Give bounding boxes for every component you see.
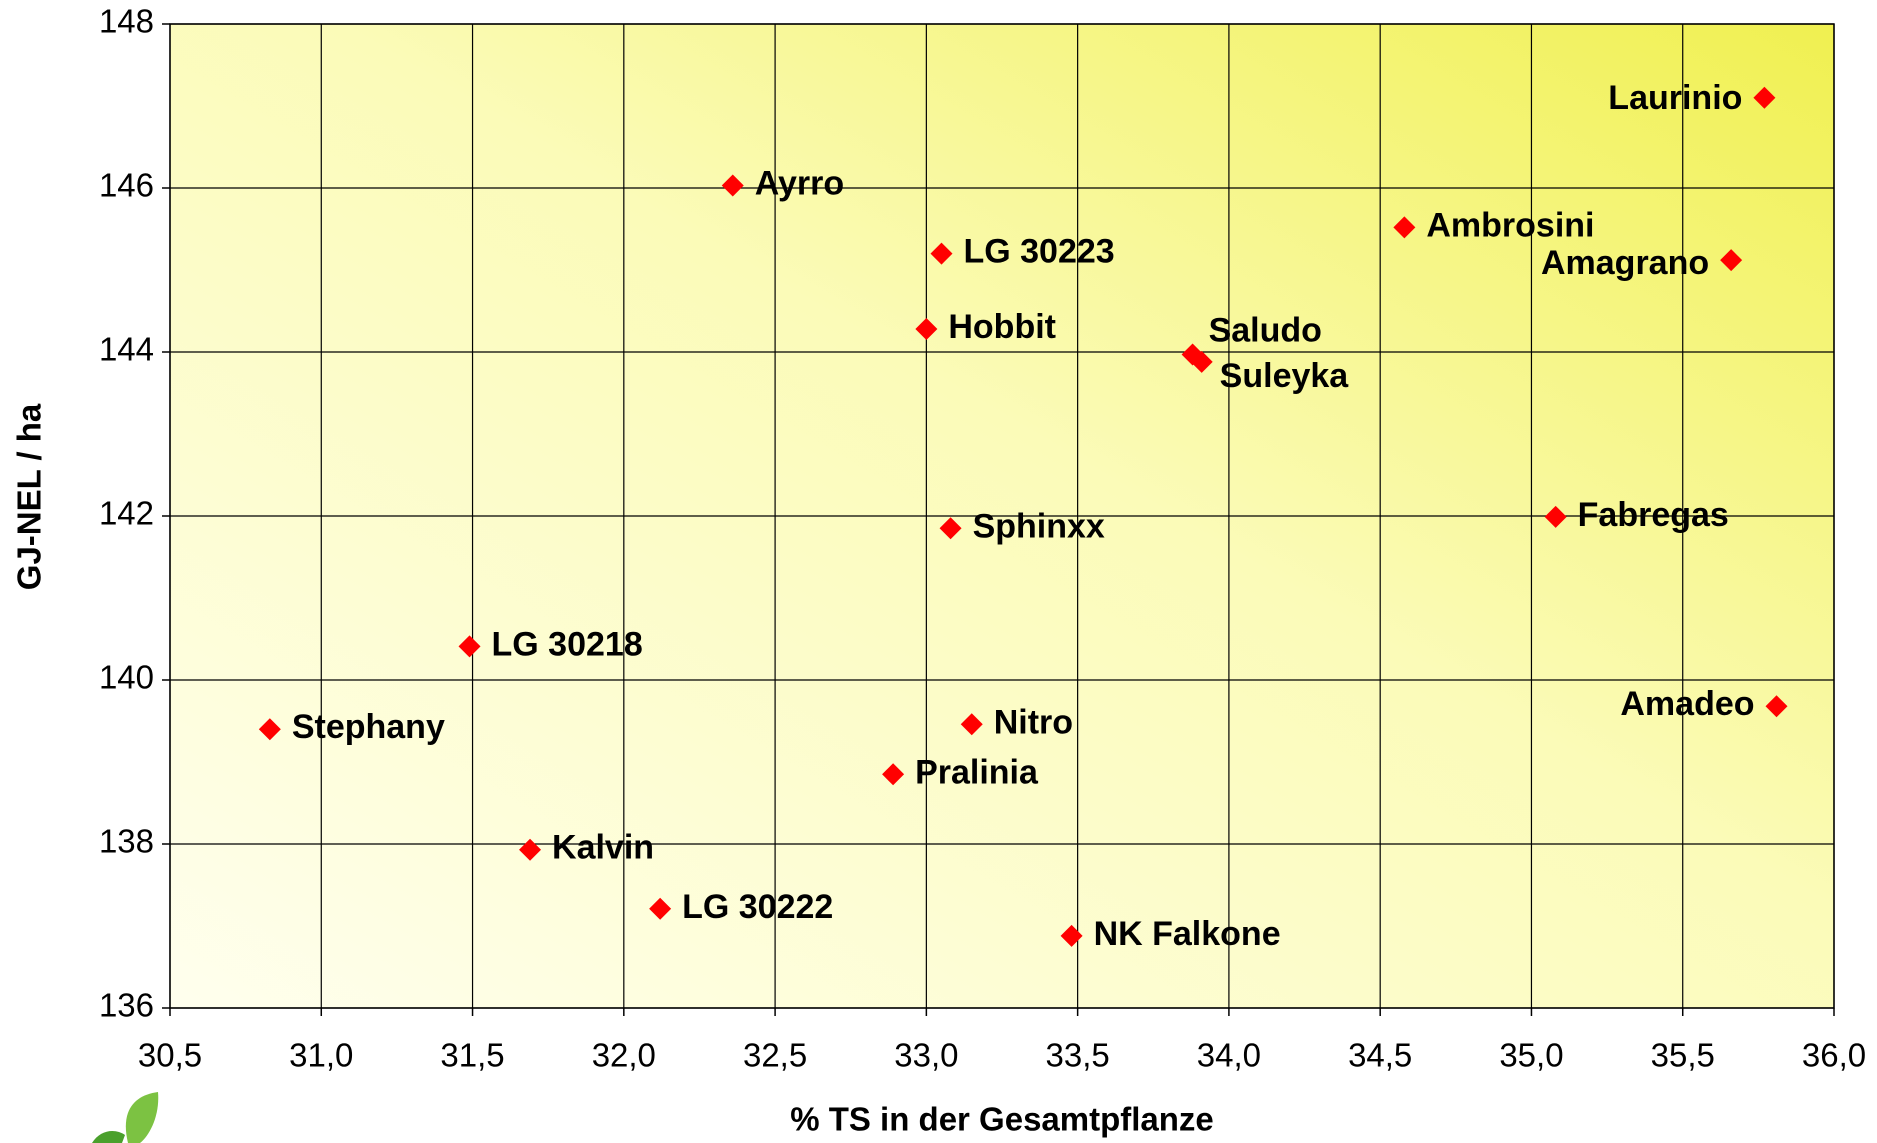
point xyxy=(649,897,672,920)
x-tick-label: 36,0 xyxy=(1802,1037,1866,1074)
x-axis-title: % TS in der Gesamtpflanze xyxy=(790,1101,1214,1138)
point xyxy=(258,718,281,741)
point-label: Laurinio xyxy=(1608,79,1742,117)
x-tick-label: 30,5 xyxy=(138,1037,202,1074)
point-label: Sphinxx xyxy=(973,507,1105,545)
point xyxy=(1765,695,1788,718)
x-tick-label: 33,5 xyxy=(1046,1037,1110,1074)
y-tick-label: 142 xyxy=(99,495,154,532)
x-tick-label: 35,0 xyxy=(1499,1037,1563,1074)
x-tick-label: 35,5 xyxy=(1651,1037,1715,1074)
point-label: LG 30223 xyxy=(963,233,1114,271)
x-tick-label: 34,0 xyxy=(1197,1037,1261,1074)
x-tick-label: 31,0 xyxy=(289,1037,353,1074)
x-tick-label: 32,0 xyxy=(592,1037,656,1074)
point-label: NK Falkone xyxy=(1094,915,1281,953)
point xyxy=(1393,216,1416,239)
point xyxy=(1720,249,1743,272)
point-label: Amagrano xyxy=(1541,244,1709,282)
point xyxy=(1753,86,1776,109)
y-tick-label: 140 xyxy=(99,659,154,696)
point-label: Stephany xyxy=(292,708,445,746)
y-tick-label: 146 xyxy=(99,167,154,204)
point-label: Saludo xyxy=(1209,311,1322,349)
y-axis-title: GJ-NEL / ha xyxy=(11,403,48,590)
point xyxy=(930,242,953,265)
x-tick-label: 31,5 xyxy=(440,1037,504,1074)
point xyxy=(1190,350,1213,373)
point-label: Pralinia xyxy=(915,753,1039,791)
point-label: Suleyka xyxy=(1220,357,1350,395)
point-label: Kalvin xyxy=(552,829,654,867)
point xyxy=(939,517,962,540)
x-tick-label: 34,5 xyxy=(1348,1037,1412,1074)
point xyxy=(458,635,481,658)
x-tick-label: 33,0 xyxy=(894,1037,958,1074)
point-label: LG 30222 xyxy=(682,888,833,926)
logo xyxy=(92,1092,159,1143)
y-tick-label: 136 xyxy=(99,987,154,1024)
point-label: Amadeo xyxy=(1620,685,1754,723)
point-label: Fabregas xyxy=(1578,496,1729,534)
point-label: Ayrro xyxy=(755,165,844,203)
point-label: LG 30218 xyxy=(492,625,643,663)
point xyxy=(915,318,938,341)
point xyxy=(882,763,905,786)
point-label: Nitro xyxy=(994,703,1073,741)
point-label: Hobbit xyxy=(948,308,1056,346)
plot-border xyxy=(169,23,1835,1009)
point xyxy=(1060,924,1083,947)
y-tick-label: 148 xyxy=(99,3,154,40)
point xyxy=(1544,505,1567,528)
point xyxy=(519,838,542,861)
point xyxy=(960,713,983,736)
point-label: Ambrosini xyxy=(1426,206,1594,244)
y-tick-label: 138 xyxy=(99,823,154,860)
x-tick-label: 32,5 xyxy=(743,1037,807,1074)
y-tick-label: 144 xyxy=(99,331,154,368)
point xyxy=(721,174,744,197)
